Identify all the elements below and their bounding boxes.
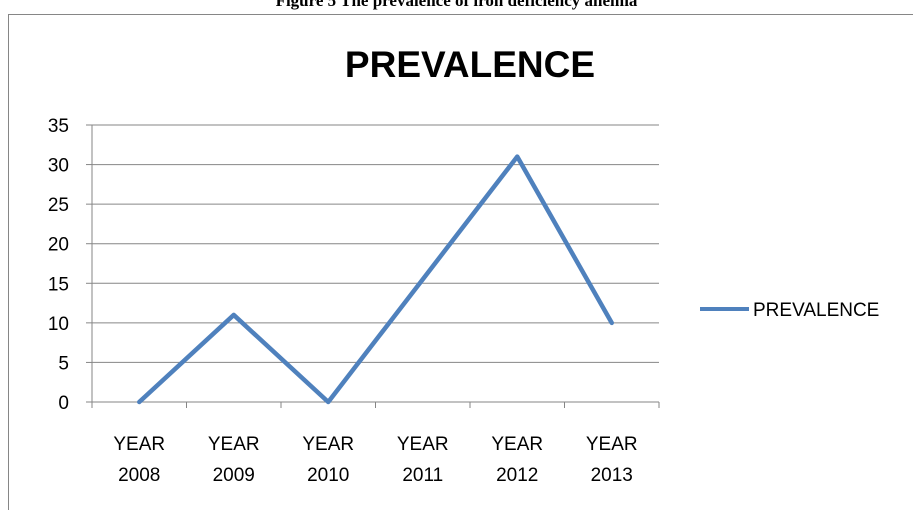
y-tick-label: 20 bbox=[48, 235, 69, 256]
figure-caption: Figure 5 The prevalence of iron deficien… bbox=[275, 0, 638, 10]
series-line bbox=[137, 154, 614, 405]
y-tick-label: 35 bbox=[48, 116, 69, 137]
y-axis-labels: 0 5 10 15 20 25 30 35 bbox=[48, 116, 69, 414]
x-axis-labels: YEAR 2008 YEAR 2009 YEAR 2010 YEAR 2011 YEAR 2012… bbox=[113, 434, 637, 486]
chart-title: PREVALENCE bbox=[345, 44, 595, 85]
gridlines bbox=[92, 124, 659, 363]
y-tick-label: 15 bbox=[48, 274, 69, 295]
x-tick-label: YEAR 2011 bbox=[397, 434, 449, 486]
y-tick-label: 5 bbox=[58, 353, 69, 374]
legend: PREVALENCE bbox=[700, 300, 879, 321]
x-tick-label: YEAR 2010 bbox=[302, 434, 354, 486]
y-tick-label: 30 bbox=[48, 156, 69, 177]
chart-frame bbox=[8, 14, 913, 510]
legend-label: PREVALENCE bbox=[753, 300, 879, 321]
y-tick-label: 0 bbox=[58, 393, 69, 414]
x-tick-label: YEAR 2009 bbox=[208, 434, 260, 486]
y-tick-label: 25 bbox=[48, 195, 69, 216]
y-tick-label: 10 bbox=[48, 314, 69, 335]
axes bbox=[86, 124, 660, 408]
series-group bbox=[137, 154, 614, 405]
x-tick-label: YEAR 2012 bbox=[491, 434, 543, 486]
x-tick-label: YEAR 2013 bbox=[586, 434, 638, 486]
x-tick-label: YEAR 2008 bbox=[113, 434, 165, 486]
